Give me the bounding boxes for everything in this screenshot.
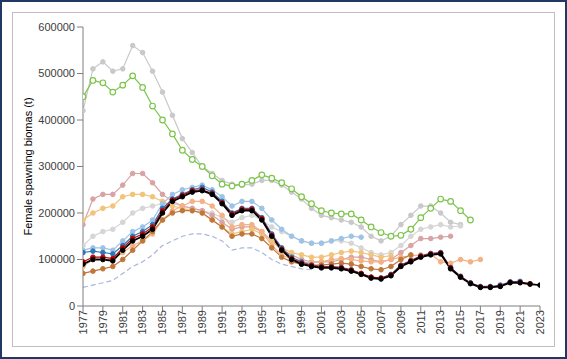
svg-text:2015: 2015 [454,310,466,334]
svg-text:1989: 1989 [196,310,208,334]
svg-text:1991: 1991 [216,310,228,334]
svg-text:600000: 600000 [38,21,75,33]
svg-text:100000: 100000 [38,253,75,265]
svg-text:2003: 2003 [335,310,347,334]
svg-text:0: 0 [69,300,75,312]
svg-text:2019: 2019 [494,310,506,334]
svg-text:1981: 1981 [117,310,129,334]
svg-text:1985: 1985 [156,310,168,334]
svg-text:2011: 2011 [415,310,427,334]
svg-text:1987: 1987 [176,310,188,334]
svg-text:2023: 2023 [534,310,546,334]
svg-text:200000: 200000 [38,207,75,219]
svg-text:1977: 1977 [77,310,89,334]
svg-text:1995: 1995 [256,310,268,334]
svg-text:1993: 1993 [236,310,248,334]
svg-text:2013: 2013 [434,310,446,334]
svg-text:2001: 2001 [315,310,327,334]
svg-text:2021: 2021 [514,310,526,334]
svg-text:1983: 1983 [136,310,148,334]
svg-text:2009: 2009 [395,310,407,334]
svg-text:Female spawning biomas (t): Female spawning biomas (t) [22,97,34,235]
svg-text:2005: 2005 [355,310,367,334]
svg-text:2007: 2007 [375,310,387,334]
svg-text:2017: 2017 [474,310,486,334]
svg-text:400000: 400000 [38,114,75,126]
svg-text:300000: 300000 [38,160,75,172]
svg-text:1979: 1979 [97,310,109,334]
svg-text:1997: 1997 [276,310,288,334]
svg-text:500000: 500000 [38,67,75,79]
svg-text:1999: 1999 [295,310,307,334]
